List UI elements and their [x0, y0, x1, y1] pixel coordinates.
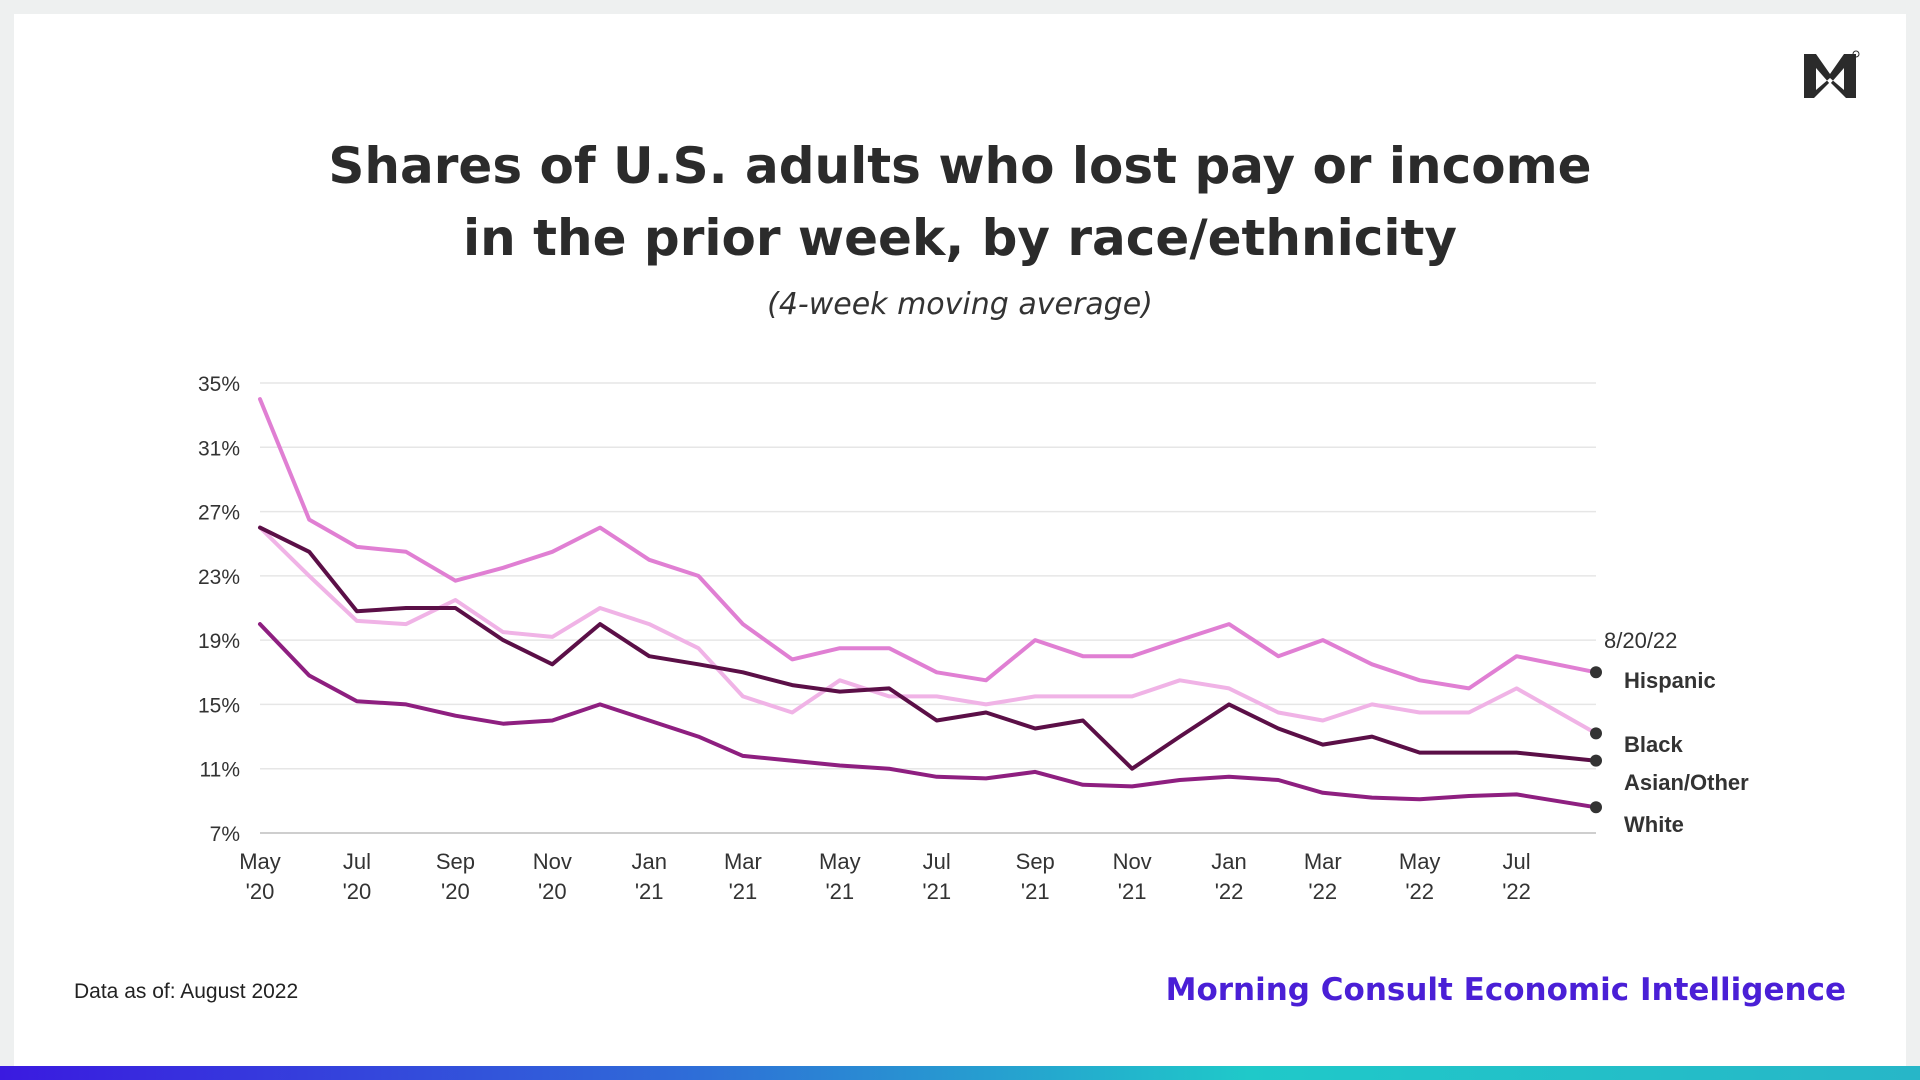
x-tick-label-year: '22 [1215, 879, 1244, 904]
x-tick-label-month: May [1399, 849, 1441, 874]
x-tick-label-month: Nov [533, 849, 572, 874]
series-label-white: White [1624, 812, 1684, 837]
y-tick-label: 11% [200, 759, 240, 782]
x-tick-label-year: '20 [246, 879, 275, 904]
x-tick-label-year: '21 [1118, 879, 1147, 904]
y-tick-label: 31% [198, 437, 240, 460]
chart-title: Shares of U.S. adults who lost pay or in… [0, 130, 1920, 274]
x-tick-label-month: Sep [1016, 849, 1055, 874]
series-line-hispanic [258, 397, 1598, 691]
series-line-black [258, 525, 1598, 771]
x-tick-label-year: '22 [1308, 879, 1337, 904]
x-tick-label-month: Mar [724, 849, 762, 874]
morning-consult-m-logo-icon [1804, 50, 1860, 98]
series-line-white [258, 622, 1598, 810]
x-tick-label-month: May [819, 849, 861, 874]
x-tick-label-year: '21 [635, 879, 664, 904]
x-tick-label-month: Mar [1304, 849, 1342, 874]
x-tick-label-month: May [239, 849, 281, 874]
x-tick-label-year: '21 [825, 879, 854, 904]
end-point-white [1590, 801, 1602, 814]
x-tick-label-year: '21 [1021, 879, 1050, 904]
y-tick-label: 15% [198, 694, 240, 717]
x-tick-label-month: Jan [631, 849, 666, 874]
series-line-asian_other [258, 525, 1598, 736]
y-tick-label: 23% [198, 566, 240, 589]
series-label-black: Black [1624, 732, 1683, 757]
y-tick-label: 35% [198, 373, 240, 396]
y-tick-label: 19% [198, 630, 240, 653]
y-tick-label: 27% [198, 502, 240, 525]
x-tick-label-year: '22 [1502, 879, 1531, 904]
chart-card [14, 14, 1906, 1066]
x-tick-label-month: Jul [1503, 849, 1531, 874]
x-tick-label-year: '21 [922, 879, 951, 904]
end-point-hispanic [1590, 666, 1602, 679]
bottom-gradient-bar [0, 1066, 1920, 1080]
x-tick-label-month: Sep [436, 849, 475, 874]
x-tick-label-year: '20 [441, 879, 470, 904]
end-date-label: 8/20/22 [1604, 628, 1677, 653]
x-tick-label-year: '22 [1405, 879, 1434, 904]
data-as-of-note: Data as of: August 2022 [74, 980, 299, 1003]
x-tick-label-year: '20 [343, 879, 372, 904]
x-tick-label-month: Jul [923, 849, 951, 874]
y-tick-label: 7% [210, 823, 240, 846]
end-point-black [1590, 754, 1602, 767]
series-label-hispanic: Hispanic [1624, 668, 1716, 693]
series-label-asian_other: Asian/Other [1624, 770, 1749, 795]
x-tick-label-year: '21 [729, 879, 758, 904]
chart-title-line-2: in the prior week, by race/ethnicity [462, 209, 1458, 267]
chart-title-line-1: Shares of U.S. adults who lost pay or in… [328, 137, 1592, 195]
x-tick-label-month: Jul [343, 849, 371, 874]
x-tick-label-month: Nov [1113, 849, 1152, 874]
brand-name: Morning Consult Economic Intelligence [1165, 972, 1846, 1008]
end-point-asian_other [1590, 727, 1602, 740]
x-tick-label-month: Jan [1211, 849, 1246, 874]
chart-subtitle: (4-week moving average) [767, 287, 1153, 322]
x-tick-label-year: '20 [538, 879, 567, 904]
